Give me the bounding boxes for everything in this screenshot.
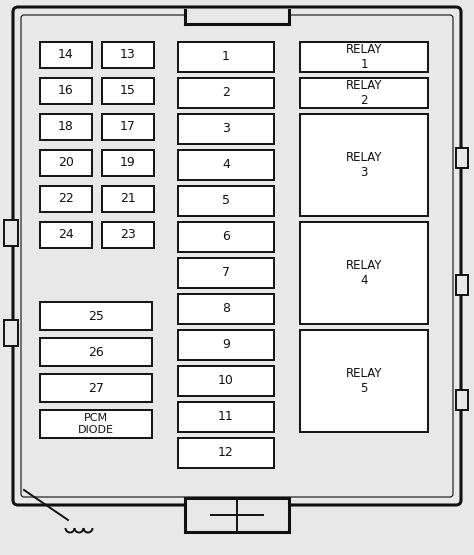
Text: 27: 27 (88, 381, 104, 395)
Text: RELAY
5: RELAY 5 (346, 367, 382, 395)
Bar (178, 366, 274, 396)
Text: 26: 26 (88, 346, 104, 359)
Bar (40, 222, 92, 248)
Text: 19: 19 (120, 157, 136, 169)
FancyBboxPatch shape (21, 15, 453, 497)
Text: 11: 11 (218, 411, 234, 423)
Bar (40, 302, 152, 330)
Text: 22: 22 (58, 193, 74, 205)
Text: 1: 1 (222, 51, 230, 63)
Bar (456, 148, 468, 168)
Text: 8: 8 (222, 302, 230, 315)
Bar (40, 338, 152, 366)
Text: 17: 17 (120, 120, 136, 134)
Bar (178, 150, 274, 180)
Text: 6: 6 (222, 230, 230, 244)
Bar (40, 114, 92, 140)
Bar (102, 186, 154, 212)
Text: 14: 14 (58, 48, 74, 62)
Text: 3: 3 (222, 123, 230, 135)
Text: RELAY
3: RELAY 3 (346, 151, 382, 179)
Bar (456, 390, 468, 410)
Bar (185, 10, 289, 28)
Bar (178, 294, 274, 324)
Bar (300, 42, 428, 72)
Bar (40, 150, 92, 176)
Bar (4, 320, 18, 346)
Bar (300, 330, 428, 432)
Bar (300, 114, 428, 216)
Text: 20: 20 (58, 157, 74, 169)
Text: 25: 25 (88, 310, 104, 322)
Text: RELAY
4: RELAY 4 (346, 259, 382, 287)
Text: 7: 7 (222, 266, 230, 280)
Bar (300, 78, 428, 108)
Bar (40, 374, 152, 402)
FancyBboxPatch shape (13, 7, 461, 505)
Bar (178, 114, 274, 144)
Bar (178, 222, 274, 252)
Text: RELAY
1: RELAY 1 (346, 43, 382, 71)
Bar (178, 402, 274, 432)
Bar (178, 78, 274, 108)
Text: 2: 2 (222, 87, 230, 99)
Text: 18: 18 (58, 120, 74, 134)
Bar (300, 222, 428, 324)
Bar (178, 186, 274, 216)
Text: 5: 5 (222, 194, 230, 208)
Bar (40, 42, 92, 68)
Bar (40, 410, 152, 438)
Text: RELAY
2: RELAY 2 (346, 79, 382, 107)
Bar (185, 498, 289, 532)
Bar (102, 42, 154, 68)
Text: 23: 23 (120, 229, 136, 241)
Text: 12: 12 (218, 447, 234, 460)
Text: 21: 21 (120, 193, 136, 205)
Bar (178, 258, 274, 288)
Text: PCM
DIODE: PCM DIODE (78, 413, 114, 435)
Bar (178, 330, 274, 360)
Bar (178, 438, 274, 468)
Text: 16: 16 (58, 84, 74, 98)
Bar (40, 78, 92, 104)
Bar (4, 220, 18, 246)
Text: 10: 10 (218, 375, 234, 387)
Bar (102, 150, 154, 176)
Bar (102, 78, 154, 104)
Text: 9: 9 (222, 339, 230, 351)
Text: 24: 24 (58, 229, 74, 241)
Bar (456, 275, 468, 295)
Bar (178, 42, 274, 72)
Bar (102, 222, 154, 248)
Text: 15: 15 (120, 84, 136, 98)
Bar (40, 186, 92, 212)
Text: 4: 4 (222, 159, 230, 171)
Bar (102, 114, 154, 140)
Text: 13: 13 (120, 48, 136, 62)
